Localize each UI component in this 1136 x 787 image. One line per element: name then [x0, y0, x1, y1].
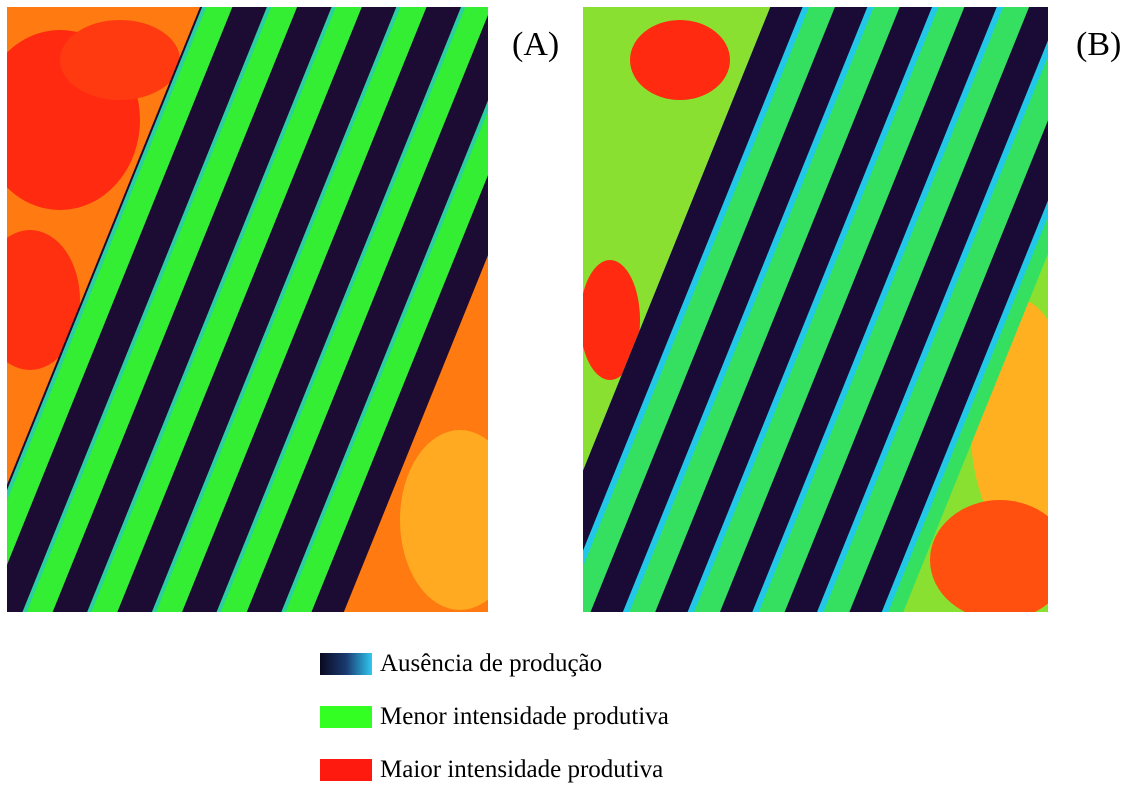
figure: (A) (B) Ausência de produção Menor inten…	[0, 0, 1136, 787]
legend-swatch	[320, 653, 372, 675]
legend-swatch	[320, 759, 372, 781]
image-a	[0, 0, 596, 620]
panel-label: (A)	[512, 26, 559, 64]
legend-swatch	[320, 706, 372, 728]
image-b	[510, 0, 1136, 620]
legend-label: Menor intensidade produtiva	[380, 703, 669, 731]
legend-label: Ausência de produção	[380, 650, 602, 678]
panel-label: (B)	[1076, 26, 1121, 64]
images	[0, 0, 1136, 620]
legend-label: Maior intensidade produtiva	[380, 756, 663, 784]
legend-item: Menor intensidade produtiva	[320, 705, 669, 729]
legend-item: Maior intensidade produtiva	[320, 758, 663, 782]
legend-item: Ausência de produção	[320, 652, 602, 676]
